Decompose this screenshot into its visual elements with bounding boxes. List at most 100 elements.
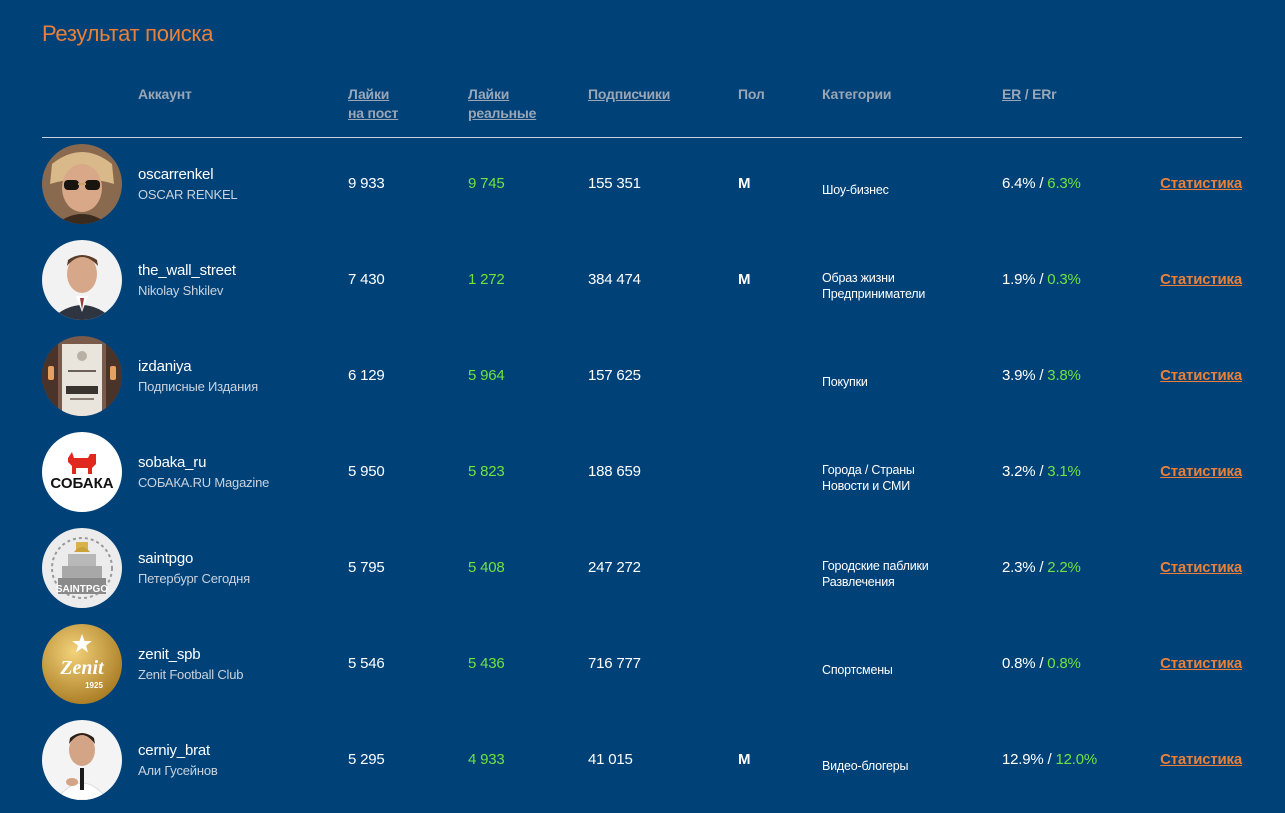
account-handle[interactable]: zenit_spb	[138, 646, 201, 663]
account-name: Zenit Football Club	[138, 667, 244, 682]
subscribers: 716 777	[588, 655, 641, 672]
account-handle[interactable]: the_wall_street	[138, 262, 236, 279]
sex: M	[738, 751, 751, 768]
statistics-link[interactable]: Статистика	[1160, 655, 1242, 672]
category: Шоу-бизнес	[822, 183, 889, 197]
category: Видео-блогеры	[822, 759, 909, 773]
statistics-link[interactable]: Статистика	[1160, 751, 1242, 768]
statistics-link[interactable]: Статистика	[1160, 271, 1242, 288]
sobaka-logo-avatar[interactable]: СОБАКА	[42, 432, 122, 512]
header-likes-line2: на пост	[348, 105, 399, 121]
sex: M	[738, 271, 751, 288]
likes-per-post: 5 950	[348, 463, 385, 480]
table-row: oscarrenkel OSCAR RENKEL 9 933 9 745 155…	[0, 138, 1285, 234]
err: 3.8%	[1047, 367, 1081, 384]
account-handle[interactable]: oscarrenkel	[138, 166, 214, 183]
categories: Покупки	[822, 374, 982, 390]
subscribers: 155 351	[588, 175, 641, 192]
likes-per-post: 9 933	[348, 175, 385, 192]
header-real-line1: Лайки	[468, 86, 510, 102]
table-row: the_wall_street Nikolay Shkilev 7 430 1 …	[0, 234, 1285, 330]
subscribers: 384 474	[588, 271, 641, 288]
saintpgo-logo-text: SAINTPGO	[56, 584, 108, 595]
er: 3.2%	[1002, 463, 1036, 480]
header-account: Аккаунт	[138, 86, 192, 102]
err: 2.2%	[1047, 559, 1081, 576]
likes-per-post: 7 430	[348, 271, 385, 288]
category: Городские паблики	[822, 559, 929, 573]
account-name: OSCAR RENKEL	[138, 187, 238, 202]
likes-per-post: 5 295	[348, 751, 385, 768]
real-likes: 5 408	[468, 559, 505, 576]
er-value: 3.2% / 3.1%	[1002, 463, 1081, 480]
real-likes: 5 436	[468, 655, 505, 672]
subscribers: 188 659	[588, 463, 641, 480]
er-value: 2.3% / 2.2%	[1002, 559, 1081, 576]
bookstore-sign-avatar[interactable]	[42, 336, 122, 416]
er: 6.4%	[1002, 175, 1036, 192]
categories: Города / Страны Новости и СМИ	[822, 462, 982, 494]
categories: Образ жизни Предприниматели	[822, 270, 982, 302]
subscribers: 41 015	[588, 751, 633, 768]
err: 0.3%	[1047, 271, 1081, 288]
page-title: Результат поиска	[42, 21, 214, 46]
category: Покупки	[822, 375, 868, 389]
table-row: cerniy_brat Али Гусейнов 5 295 4 933 41 …	[0, 714, 1285, 810]
err: 0.8%	[1047, 655, 1081, 672]
er-value: 1.9% / 0.3%	[1002, 271, 1081, 288]
account-name: Nikolay Shkilev	[138, 283, 224, 298]
category: Развлечения	[822, 575, 895, 589]
header-subscribers[interactable]: Подписчики	[588, 86, 671, 102]
statistics-link[interactable]: Статистика	[1160, 367, 1242, 384]
header-sex: Пол	[738, 86, 765, 102]
zenit-logo-avatar[interactable]: Zenit 1925	[42, 624, 122, 704]
header-real-line2: реальные	[468, 105, 537, 121]
er: 3.9%	[1002, 367, 1036, 384]
table-row: СОБАКА sobaka_ru СОБАКА.RU Magazine 5 95…	[0, 426, 1285, 522]
account-name: Подписные Издания	[138, 379, 258, 394]
category: Города / Страны	[822, 463, 915, 477]
sobaka-logo-text: СОБАКА	[50, 475, 113, 492]
account-handle[interactable]: saintpgo	[138, 550, 194, 567]
header-er-sort[interactable]: ER	[1002, 86, 1022, 102]
man-sunglasses-avatar[interactable]	[42, 144, 122, 224]
err: 3.1%	[1047, 463, 1081, 480]
table-row: Zenit 1925 zenit_spb Zenit Football Club…	[0, 618, 1285, 714]
err: 6.3%	[1047, 175, 1081, 192]
real-likes: 9 745	[468, 175, 505, 192]
likes-per-post: 6 129	[348, 367, 385, 384]
header-real-likes[interactable]: Лайки реальные	[468, 85, 536, 123]
statistics-link[interactable]: Статистика	[1160, 559, 1242, 576]
header-er: ER / ERr	[1002, 85, 1057, 104]
man-white-shirt-avatar[interactable]	[42, 720, 122, 800]
subscribers: 157 625	[588, 367, 641, 384]
account-handle[interactable]: cerniy_brat	[138, 742, 211, 759]
real-likes: 5 823	[468, 463, 505, 480]
header-er-sep: / ERr	[1021, 86, 1057, 102]
likes-per-post: 5 795	[348, 559, 385, 576]
header-likes-per-post[interactable]: Лайки на пост	[348, 85, 398, 123]
statistics-link[interactable]: Статистика	[1160, 175, 1242, 192]
er-value: 12.9% / 12.0%	[1002, 751, 1097, 768]
header-likes-line1: Лайки	[348, 86, 390, 102]
er: 12.9%	[1002, 751, 1044, 768]
categories: Видео-блогеры	[822, 758, 982, 774]
header-divider	[42, 137, 1242, 138]
er: 2.3%	[1002, 559, 1036, 576]
categories: Спортсмены	[822, 662, 982, 678]
real-likes: 1 272	[468, 271, 505, 288]
subscribers: 247 272	[588, 559, 641, 576]
category: Спортсмены	[822, 663, 893, 677]
statistics-link[interactable]: Статистика	[1160, 463, 1242, 480]
real-likes: 4 933	[468, 751, 505, 768]
er: 1.9%	[1002, 271, 1036, 288]
saintpgo-logo-avatar[interactable]: SAINTPGO	[42, 528, 122, 608]
category: Новости и СМИ	[822, 479, 911, 493]
likes-per-post: 5 546	[348, 655, 385, 672]
man-suit-avatar[interactable]	[42, 240, 122, 320]
categories: Шоу-бизнес	[822, 182, 982, 198]
real-likes: 5 964	[468, 367, 505, 384]
account-name: СОБАКА.RU Magazine	[138, 475, 270, 490]
account-handle[interactable]: sobaka_ru	[138, 454, 207, 471]
account-handle[interactable]: izdaniya	[138, 358, 192, 375]
